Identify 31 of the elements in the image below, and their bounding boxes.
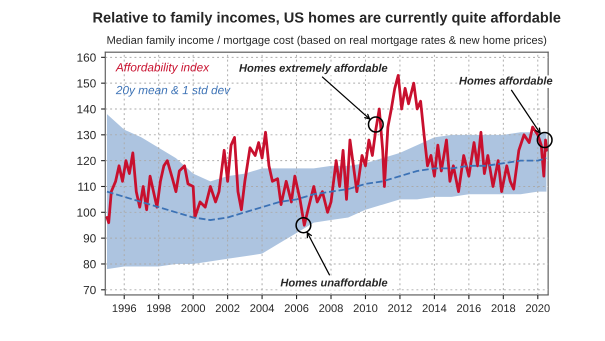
y-tick-label: 140	[77, 105, 96, 114]
x-tick-label: 2020	[526, 304, 550, 312]
chart-subtitle: Median family income / mortgage cost (based on real mortgage rates & new home prices)	[107, 36, 546, 46]
y-tick-label: 110	[78, 182, 96, 191]
y-tick-label: 80	[84, 260, 96, 268]
x-tick-label: 2018	[492, 304, 516, 312]
chart-title: Relative to family incomes, US homes are currently quite affordable	[93, 12, 560, 26]
text: 20y mean & 1 std dev	[116, 86, 231, 97]
x-tick-label: 2014	[422, 304, 446, 312]
text: Affordability index	[115, 62, 210, 74]
annotation: Homes affordable	[459, 76, 552, 85]
y-tick-label: 100	[77, 208, 96, 217]
x-tick-label: 2016	[457, 304, 481, 312]
x-tick-label: 2008	[319, 304, 343, 312]
line-series	[106, 157, 548, 221]
y-tick-label: 90	[84, 234, 96, 243]
x-tick-label: 2006	[284, 304, 308, 312]
y-tick-label: 120	[77, 156, 96, 166]
y-tick-label: 130	[77, 130, 96, 140]
x-tick-label: 2010	[354, 304, 378, 312]
y-tick-label: 150	[77, 79, 96, 88]
x-tick-label: 1996	[112, 304, 136, 312]
annotation: Homes extremely affordable	[239, 64, 388, 74]
y-tick-label: 160	[77, 53, 96, 62]
x-tick-label: 2002	[216, 304, 240, 312]
annotation: Homes unaffordable	[280, 278, 388, 287]
x-tick-label: 2012	[388, 304, 412, 312]
x-tick-label: 1998	[147, 304, 171, 312]
y-tick-label: 70	[84, 286, 96, 294]
x-tick-label: 2004	[250, 304, 274, 312]
x-tick-label: 2000	[181, 304, 206, 312]
